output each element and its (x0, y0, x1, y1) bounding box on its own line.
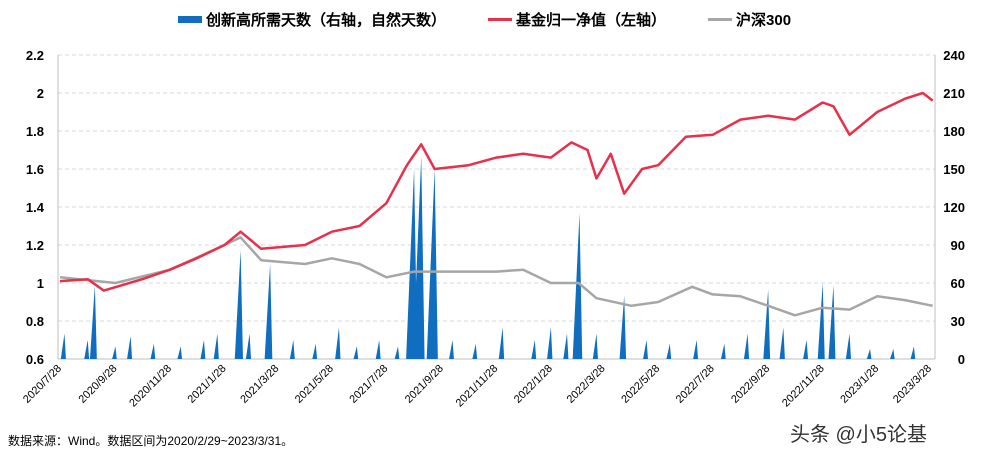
watermark: 头条 @小5论基 (790, 424, 927, 446)
x-tick-label: 2022/3/28 (565, 363, 608, 406)
days-to-high-spike (127, 336, 133, 359)
x-tick-label: 2021/9/28 (403, 363, 446, 406)
y-right-tick-label: 60 (951, 276, 965, 291)
days-to-high-spike (693, 340, 699, 359)
y-right-tick-label: 0 (958, 352, 965, 367)
fund-nav-line (59, 91, 934, 292)
days-to-high-spike (643, 340, 648, 359)
x-tick-label: 2022/7/28 (674, 363, 717, 406)
x-tick-label: 2020/11/28 (127, 363, 174, 410)
legend-swatch-fund (488, 18, 513, 21)
days-to-high-spike (412, 156, 425, 359)
days-to-high-spike (234, 250, 243, 359)
days-to-high-spike (592, 333, 598, 359)
hs300-line (59, 236, 933, 317)
days-to-high-spike (619, 295, 627, 359)
days-to-high-spike (394, 346, 400, 359)
x-tick-label: 2023/1/28 (838, 363, 881, 406)
days-to-high-spike (572, 213, 583, 359)
days-to-high-spike (531, 340, 537, 359)
x-tick-label: 2022/1/28 (512, 363, 555, 406)
days-to-high-spike (312, 343, 318, 359)
y-left-tick-label: 1.4 (26, 200, 45, 215)
days-to-high-spike (779, 327, 785, 359)
days-to-high-spike (150, 343, 156, 359)
x-tick-label: 2020/7/28 (21, 363, 64, 406)
legend-index: 沪深300 (708, 9, 791, 30)
x-tick-label: 2021/3/28 (238, 363, 281, 406)
days-to-high-spike (547, 327, 553, 359)
days-to-high-spike (375, 340, 381, 359)
days-to-high-spike (353, 346, 359, 359)
footer-source: 数据来源：Wind。数据区间为2020/2/29~2023/3/31。 (8, 434, 294, 448)
y-left-tick-label: 2.2 (26, 48, 44, 63)
days-to-high-spike (449, 340, 454, 359)
days-to-high-spike (498, 327, 505, 359)
days-to-high-spike (335, 327, 341, 359)
x-tick-label: 2021/11/28 (454, 363, 501, 410)
x-tick-label: 2022/9/28 (729, 363, 772, 406)
x-tick-label: 2022/11/28 (780, 363, 827, 410)
legend-label: 基金归一净值（左轴） (516, 12, 667, 29)
y-left-tick-label: 0.8 (26, 314, 44, 329)
days-to-high-spike (828, 285, 836, 359)
days-to-high-spike (426, 169, 438, 359)
days-to-high-spike (289, 340, 295, 359)
legend-label: 创新高所需天数（右轴，自然天数） (206, 12, 447, 29)
days-to-high-spike (890, 348, 895, 359)
x-tick-label: 2021/5/28 (293, 363, 336, 406)
days-to-high-spike (845, 333, 851, 359)
x-tick-label: 2022/5/28 (619, 363, 662, 406)
days-to-high-spike (803, 340, 809, 359)
days-to-high-spike (112, 346, 117, 359)
days-to-high-spike (245, 333, 252, 359)
days-to-high-spike (406, 169, 418, 359)
legend-label: 沪深300 (736, 12, 792, 29)
x-tick-label: 2023/3/28 (891, 363, 934, 406)
days-to-high-spike (89, 285, 97, 359)
y-right-tick-label: 150 (943, 162, 965, 177)
days-to-high-spike (177, 346, 183, 359)
y-left-tick-label: 0.6 (26, 352, 44, 367)
x-tick-label: 2021/1/28 (186, 363, 229, 406)
days-to-high-spike (910, 346, 916, 359)
y-left-tick-label: 1.8 (26, 124, 44, 139)
y-right-tick-label: 180 (943, 124, 965, 139)
days-to-high-spike (666, 343, 672, 359)
y-right-tick-label: 120 (943, 200, 965, 215)
y-left-tick-label: 1 (37, 276, 44, 291)
days-to-high-spike (817, 283, 825, 359)
days-to-high-spike (720, 343, 726, 359)
days-to-high-spike (763, 289, 771, 359)
y-right-tick-label: 240 (943, 48, 965, 63)
legend: 创新高所需天数（右轴，自然天数） 基金归一净值（左轴） 沪深300 (178, 9, 791, 30)
days-to-high-spike (213, 333, 219, 359)
days-to-high-spike (60, 333, 66, 359)
days-to-high-spike (563, 333, 569, 359)
y-left-tick-label: 1.6 (26, 162, 44, 177)
y-right-tick-label: 90 (951, 238, 965, 253)
days-to-high-spike (264, 264, 273, 359)
x-tick-label: 2021/7/28 (347, 363, 390, 406)
x-tick-label: 2020/9/28 (76, 363, 119, 406)
days-to-high-spike (200, 340, 206, 359)
legend-fund: 基金归一净值（左轴） (488, 9, 666, 30)
legend-bars: 创新高所需天数（右轴，自然天数） (178, 9, 446, 30)
y-left-tick-label: 1.2 (26, 238, 44, 253)
days-to-high-spike (472, 343, 478, 359)
days-to-high-spike (84, 340, 90, 359)
days-to-high-spike (743, 333, 750, 359)
legend-swatch-index (708, 18, 733, 21)
legend-swatch-bars (178, 16, 202, 23)
y-left-tick-label: 2 (37, 86, 44, 101)
days-to-high-spike (866, 348, 872, 359)
y-right-tick-label: 210 (943, 86, 965, 101)
y-right-tick-label: 30 (951, 314, 965, 329)
